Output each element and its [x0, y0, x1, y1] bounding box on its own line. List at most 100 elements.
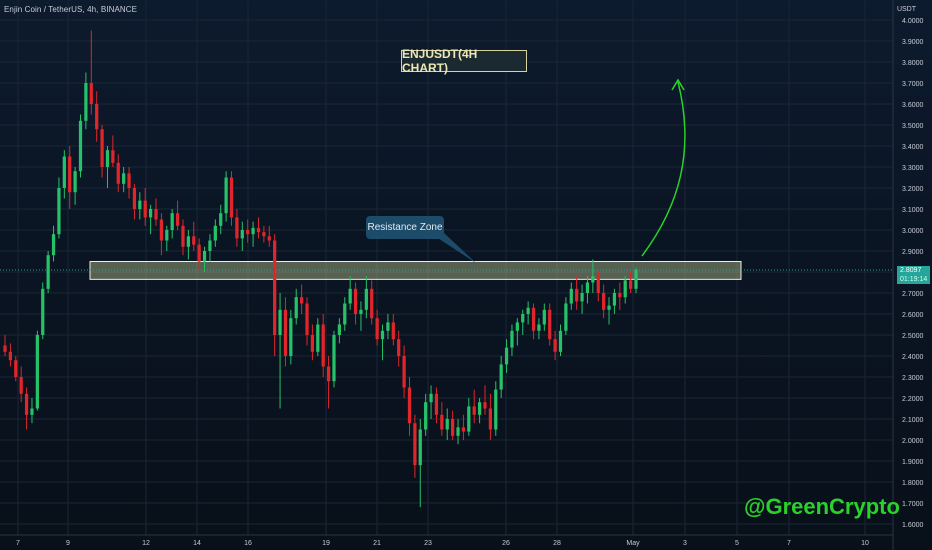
candle-body — [418, 429, 422, 466]
y-tick-label: 1.8000 — [902, 480, 924, 487]
candle-body — [235, 217, 239, 239]
candle-body — [57, 188, 61, 235]
candle-body — [564, 303, 568, 331]
candle-body — [359, 309, 363, 314]
symbol-header: Enjin Coin / TetherUS, 4h, BINANCE — [4, 5, 138, 14]
candle-body — [3, 345, 7, 352]
candle-body — [521, 314, 525, 323]
candle-body — [78, 120, 83, 172]
x-tick-label: 23 — [424, 540, 432, 547]
y-tick-label: 2.0000 — [902, 438, 924, 445]
candle-body — [477, 402, 482, 415]
candle-body — [456, 427, 460, 436]
x-tick-label: 5 — [735, 540, 739, 547]
candle-body — [440, 414, 444, 430]
currency-label: USDT — [896, 6, 916, 13]
candle-body — [208, 240, 212, 251]
y-tick-label: 3.8000 — [902, 60, 924, 67]
candle-body — [181, 225, 185, 247]
candle-body — [73, 171, 77, 193]
candle-body — [332, 335, 336, 382]
y-tick-label: 2.2000 — [902, 396, 924, 403]
y-tick-label: 3.6000 — [902, 102, 924, 109]
candle-body — [154, 209, 158, 220]
candle-body — [219, 213, 223, 226]
candle-body — [343, 303, 347, 325]
resistance-callout-text: Resistance Zone — [367, 222, 443, 233]
candle-body — [499, 364, 503, 390]
y-tick-label: 3.0000 — [902, 228, 924, 235]
candle-body — [89, 83, 93, 104]
candle-body — [353, 288, 358, 314]
candle-body — [148, 209, 153, 218]
candle-body — [483, 402, 487, 409]
x-tick-label: 7 — [787, 540, 791, 547]
candle-body — [364, 288, 368, 310]
resistance-zone — [89, 261, 742, 280]
candle-body — [95, 104, 99, 130]
candle-body — [628, 280, 633, 289]
candle-body — [386, 322, 390, 331]
candle-body — [580, 293, 584, 302]
candle-body — [251, 227, 255, 235]
candle-body — [300, 297, 304, 304]
candle-body — [348, 288, 352, 304]
candle-body — [256, 227, 261, 233]
candle-body — [391, 322, 395, 340]
candle-body — [375, 318, 379, 340]
candle-body — [585, 282, 590, 293]
candle-body — [526, 307, 530, 314]
candle-body — [68, 156, 72, 193]
candle-body — [143, 200, 147, 218]
y-tick-label: 2.6000 — [902, 312, 924, 319]
candle-body — [8, 351, 13, 361]
candle-body — [623, 280, 627, 298]
candle-body — [213, 225, 217, 241]
x-tick-label: 21 — [373, 540, 381, 547]
candle-body — [84, 83, 88, 121]
candle-body — [451, 419, 455, 436]
candle-body — [531, 307, 536, 331]
candle-body — [294, 297, 298, 319]
candle-body — [429, 393, 433, 403]
x-tick-label: 26 — [502, 540, 510, 547]
candle-body — [165, 230, 169, 241]
candle-body — [35, 335, 39, 409]
candle-body — [553, 339, 557, 352]
projection-arrow-head — [671, 78, 685, 91]
candle-body — [159, 219, 164, 241]
candle-body — [19, 377, 23, 394]
candle-body — [273, 240, 277, 335]
candle-body — [24, 393, 29, 415]
candle-body — [504, 347, 509, 365]
candle-body — [116, 162, 120, 184]
y-tick-label: 3.2000 — [902, 186, 924, 193]
candle-body — [413, 423, 417, 466]
candle-body — [612, 293, 617, 306]
y-tick-label: 3.1000 — [902, 207, 924, 214]
candle-body — [569, 288, 573, 304]
candle-body — [283, 309, 288, 356]
candle-body — [634, 269, 638, 289]
y-tick-label: 3.4000 — [902, 144, 924, 151]
candle-body — [596, 276, 600, 293]
candle-body — [380, 330, 385, 340]
candle-body — [289, 318, 293, 356]
candle-body — [467, 406, 471, 432]
y-tick-label: 2.5000 — [902, 333, 924, 340]
candle-body — [461, 427, 466, 432]
candle-body — [267, 236, 271, 241]
y-tick-label: 1.7000 — [902, 501, 924, 508]
candle-body — [41, 288, 45, 335]
bar-countdown: 01:19:14 — [900, 276, 928, 283]
last-price-value: 2.8097 — [900, 267, 922, 274]
candle-body — [240, 230, 244, 239]
resistance-callout: Resistance Zone — [366, 216, 444, 239]
candle-body — [170, 213, 174, 230]
candle-body — [488, 408, 493, 430]
projection-arrow-line — [641, 81, 686, 257]
callout-pointer — [430, 233, 476, 263]
y-tick-label: 1.9000 — [902, 459, 924, 466]
y-tick-label: 3.5000 — [902, 123, 924, 130]
